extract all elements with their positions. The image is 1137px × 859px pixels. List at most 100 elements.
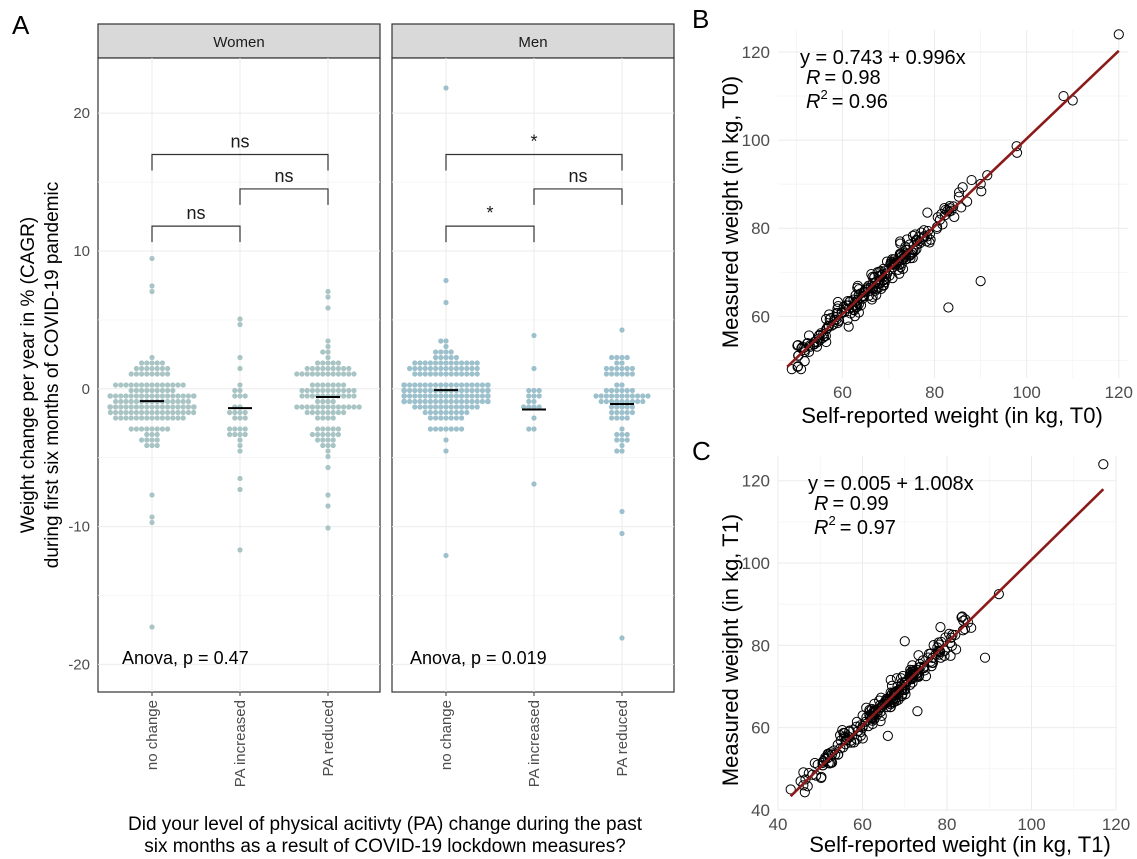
data-point — [325, 360, 331, 366]
panel-b-r: R = 0.98 — [806, 67, 881, 89]
data-point — [469, 365, 475, 372]
y-tick-label: 120 — [742, 43, 770, 62]
data-point — [832, 303, 843, 314]
data-point — [320, 415, 326, 421]
data-point — [448, 426, 454, 432]
data-point-outlier — [882, 730, 893, 742]
data-point — [459, 382, 465, 388]
data-point — [521, 404, 527, 410]
data-point — [335, 387, 341, 394]
y-tick-label: 40 — [751, 801, 770, 820]
data-point — [469, 371, 475, 377]
data-point — [325, 338, 331, 344]
data-point — [401, 382, 407, 388]
data-point — [438, 398, 444, 405]
data-point — [966, 622, 977, 633]
data-point — [315, 371, 321, 377]
data-point — [123, 393, 129, 399]
data-point — [448, 404, 454, 410]
y-tick-label: 60 — [751, 307, 770, 326]
panel-c-r2: R2 = 0.97 — [814, 513, 896, 539]
data-point — [159, 404, 165, 410]
panel-b-ticks: 60 80 100 120 60 80 100 120 — [742, 43, 1133, 402]
data-point — [144, 431, 150, 438]
data-point — [412, 404, 418, 410]
data-point — [443, 382, 449, 388]
data-point — [624, 398, 630, 405]
data-point — [629, 398, 636, 405]
data-point — [133, 393, 139, 399]
data-point — [113, 398, 119, 405]
x-tick-label: 100 — [1012, 383, 1040, 402]
panel-b-r2-symbol: R — [806, 91, 820, 113]
data-point — [335, 360, 341, 366]
data-point — [325, 415, 331, 421]
data-point — [351, 371, 357, 377]
data-point — [459, 387, 465, 394]
y-tick-label: 120 — [742, 472, 770, 491]
data-point — [144, 360, 150, 366]
data-point — [133, 387, 139, 394]
data-point — [128, 415, 134, 421]
data-point — [144, 437, 150, 443]
data-point — [341, 393, 347, 399]
data-point — [433, 404, 439, 410]
y-tick-label: 100 — [742, 131, 770, 150]
data-point — [427, 387, 433, 394]
data-point — [619, 404, 625, 410]
data-point — [237, 393, 243, 399]
data-point — [422, 365, 428, 372]
data-point — [464, 365, 470, 372]
data-point — [629, 393, 636, 399]
data-point — [144, 415, 150, 421]
data-point — [930, 649, 941, 660]
data-point-outlier — [912, 706, 923, 717]
data-point — [459, 360, 465, 366]
data-point — [242, 415, 248, 421]
data-point — [845, 308, 856, 319]
data-point — [879, 698, 890, 709]
data-point — [133, 415, 139, 421]
data-point — [320, 404, 326, 410]
panel-b-equation: y = 0.743 + 0.996x — [800, 47, 966, 69]
data-point — [315, 404, 321, 410]
significance-label: ns — [186, 203, 205, 223]
data-point — [474, 371, 480, 377]
data-point — [325, 492, 331, 498]
data-point — [453, 415, 459, 421]
data-point — [237, 321, 243, 328]
data-point — [159, 393, 165, 399]
data-point — [165, 371, 171, 377]
data-point — [792, 361, 803, 373]
data-point — [144, 365, 150, 372]
data-point — [438, 404, 444, 410]
data-point — [170, 404, 176, 410]
data-point — [320, 431, 326, 438]
data-point — [469, 398, 475, 405]
data-point — [417, 382, 423, 388]
data-point — [427, 409, 433, 416]
data-point — [624, 387, 630, 394]
data-point — [485, 393, 491, 399]
data-point — [128, 382, 134, 388]
data-point — [165, 393, 171, 399]
data-point — [325, 503, 331, 509]
data-point — [185, 398, 191, 405]
data-point — [474, 404, 480, 410]
data-point — [817, 760, 829, 771]
data-point — [330, 382, 336, 388]
data-point — [315, 426, 321, 432]
data-point — [464, 371, 470, 377]
data-point — [603, 387, 610, 394]
data-point — [154, 404, 160, 410]
data-point — [433, 365, 439, 372]
data-point — [915, 661, 926, 672]
data-point — [123, 404, 129, 410]
data-point — [237, 382, 243, 388]
data-point — [330, 442, 336, 449]
data-point — [325, 404, 331, 410]
data-point — [619, 415, 625, 421]
data-point — [325, 354, 331, 361]
data-point — [294, 371, 300, 377]
